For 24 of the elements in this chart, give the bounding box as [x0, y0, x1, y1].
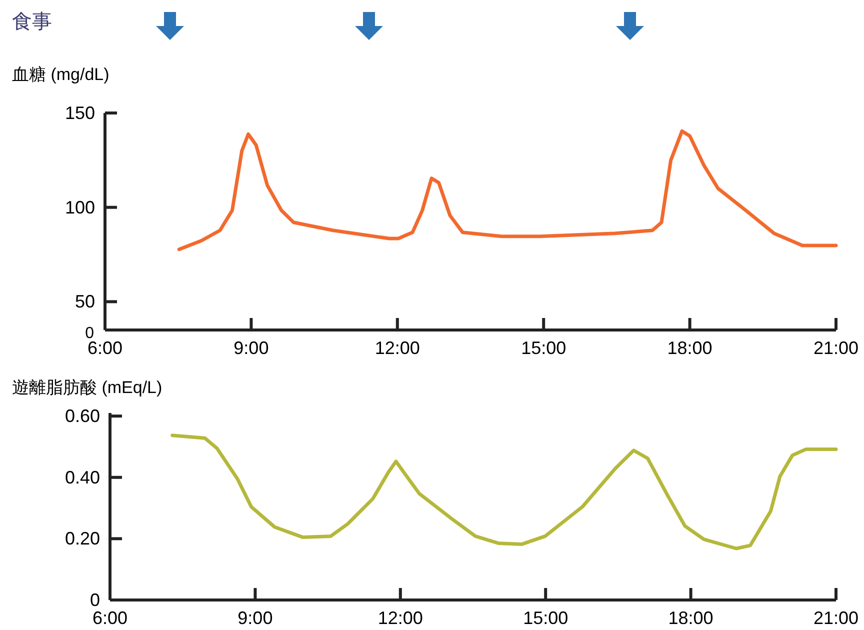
- x-tick-label: 6:00: [92, 608, 128, 628]
- y-axis-title: 血糖 (mg/dL): [12, 65, 110, 84]
- x-tick-label: 9:00: [238, 608, 273, 628]
- text: 食事: [12, 11, 52, 33]
- x-tick-label: 12:00: [378, 608, 423, 628]
- x-tick-label: 15:00: [523, 608, 568, 628]
- y-tick-label: 100: [64, 197, 95, 218]
- line-series: [177, 129, 838, 252]
- x-tick-label: 15:00: [521, 338, 566, 358]
- x-tick-label: 21:00: [813, 338, 859, 358]
- y-tick-label: 150: [64, 103, 95, 123]
- x-tick-label: 18:00: [667, 338, 712, 358]
- x-tick-label: 9:00: [234, 338, 269, 358]
- y-tick-label: 0.60: [64, 406, 100, 426]
- y-tick-label: 0: [90, 590, 100, 610]
- x-tick-label: 21:00: [813, 608, 859, 628]
- line-series: [170, 434, 838, 550]
- x-tick-label: 18:00: [668, 608, 714, 628]
- y-tick-label: 0.20: [64, 528, 100, 549]
- x-tick-label: 12:00: [374, 338, 420, 358]
- y-tick-label: 50: [74, 292, 95, 312]
- y-tick-label: 0.40: [64, 467, 100, 488]
- x-tick-label: 6:00: [87, 338, 123, 358]
- y-axis-title: 遊離脂肪酸 (mEq/L): [12, 378, 162, 397]
